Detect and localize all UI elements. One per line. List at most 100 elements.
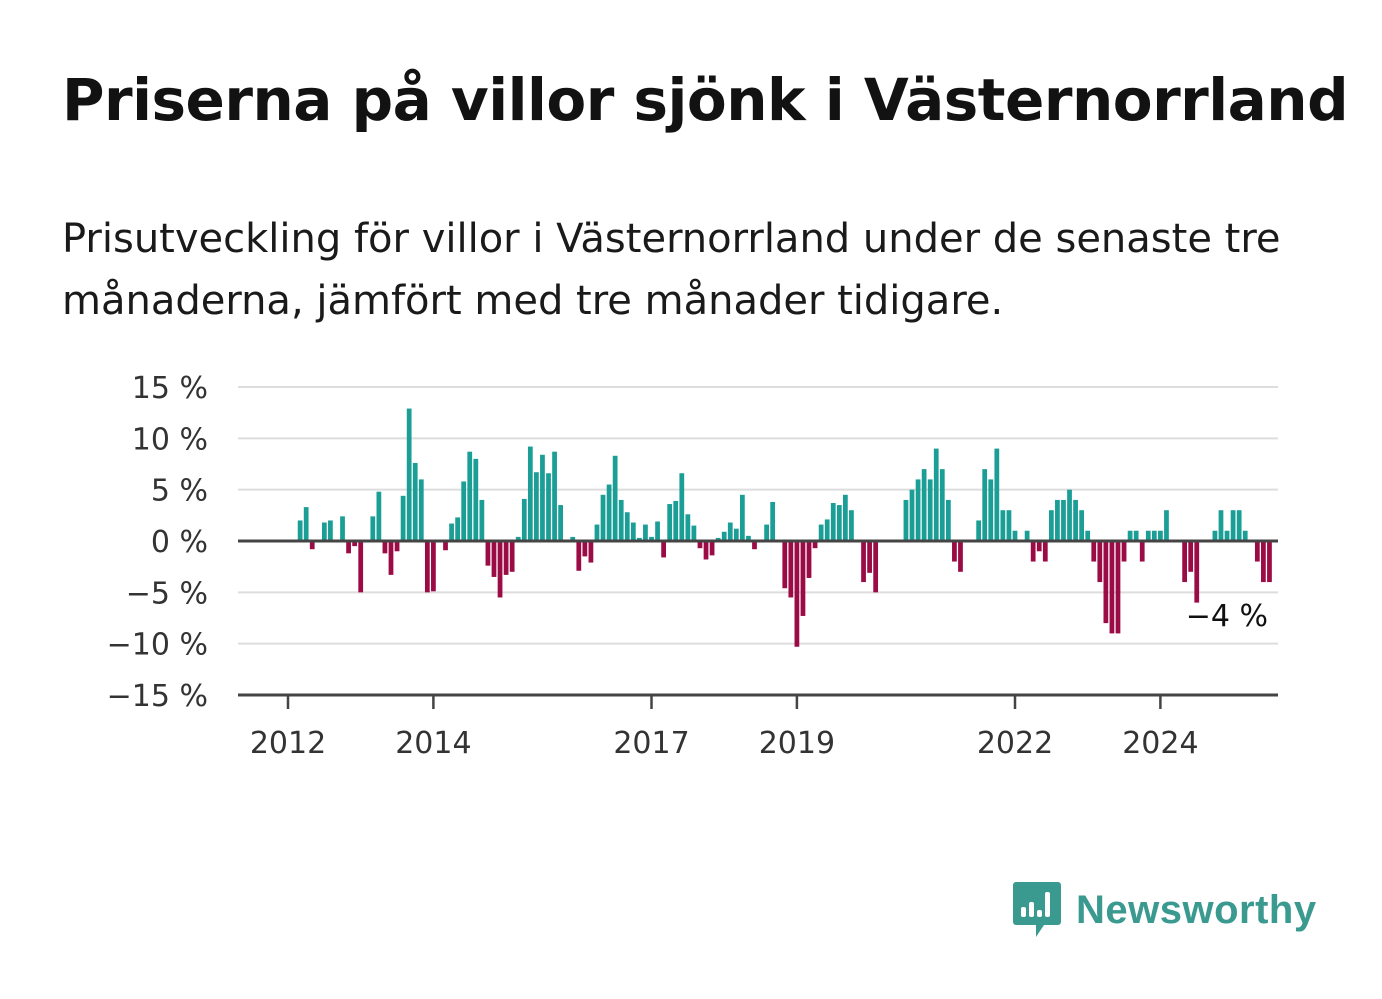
bar [721, 531, 727, 541]
bar [321, 522, 327, 541]
bar [649, 536, 654, 541]
x-tick-label: 2017 [613, 726, 689, 761]
chart-title: Priserna på villor sjönk i Västernorrlan… [62, 66, 1349, 134]
bar [606, 484, 612, 541]
bar [1151, 530, 1157, 541]
bar [685, 514, 691, 541]
y-tick-label: 0 % [151, 525, 208, 560]
bars [297, 408, 1272, 647]
bar [521, 498, 527, 541]
bar [709, 541, 715, 556]
bar [1127, 530, 1133, 541]
end-value-label: −4 % [1186, 599, 1268, 634]
x-tick-label: 2019 [759, 726, 835, 761]
bar [297, 520, 303, 541]
bar [1261, 541, 1266, 583]
bar [800, 541, 806, 616]
bar [1267, 541, 1272, 583]
bar [546, 473, 551, 541]
bar [703, 541, 709, 560]
bar [643, 524, 648, 541]
newsworthy-logo-icon [1013, 882, 1061, 937]
bar [600, 494, 606, 541]
bar [340, 516, 345, 541]
bar [945, 499, 951, 541]
bar [824, 519, 830, 541]
bar [370, 516, 376, 541]
bar [679, 473, 685, 541]
bar [382, 541, 388, 554]
bar [746, 535, 751, 541]
bar [1133, 530, 1139, 541]
bar [1000, 510, 1006, 541]
bar [328, 520, 333, 541]
bar [358, 541, 364, 593]
tick-labels: 15 % 10 % 5 % 0 % −5 % −10 % −15 % 2012 2014 2017… [107, 371, 1268, 761]
bar [715, 537, 721, 541]
bar [527, 446, 533, 541]
bar [503, 541, 509, 575]
bar [1109, 541, 1115, 634]
bar [939, 469, 945, 541]
bar [400, 495, 406, 541]
bar [576, 541, 582, 571]
bar [497, 541, 503, 598]
bar [903, 499, 909, 541]
bar [927, 479, 933, 541]
bar [1115, 541, 1121, 634]
bar [915, 479, 921, 541]
bar [1024, 530, 1030, 541]
bar [1061, 499, 1066, 541]
bar [1036, 541, 1042, 552]
bar [479, 499, 485, 541]
bar [303, 507, 309, 541]
bar [418, 479, 424, 541]
bar [782, 541, 788, 589]
bar [570, 536, 576, 541]
bar [697, 541, 703, 549]
bar [818, 524, 824, 541]
bar [1048, 510, 1054, 541]
bar [958, 541, 963, 572]
bar [952, 541, 957, 562]
bar [1158, 530, 1163, 541]
bar [1091, 541, 1097, 562]
bar [788, 541, 794, 598]
bar [752, 541, 757, 550]
bar [661, 541, 666, 558]
bar [509, 541, 515, 572]
bar [849, 510, 854, 541]
bar [842, 494, 848, 541]
x-tick-label: 2014 [395, 726, 471, 761]
bar [424, 541, 430, 593]
bar [431, 541, 436, 592]
bar [739, 494, 745, 541]
bar [994, 448, 1000, 541]
bar [594, 524, 600, 541]
bar [1182, 541, 1188, 583]
bar [449, 523, 454, 541]
bar [582, 541, 588, 557]
bar [1055, 499, 1060, 541]
bar [1085, 530, 1091, 541]
bar [461, 481, 467, 541]
bar [861, 541, 866, 583]
y-tick-label: 5 % [151, 474, 208, 509]
bar [1121, 541, 1127, 562]
bar [909, 489, 915, 541]
bar [982, 469, 988, 541]
bar [1139, 541, 1145, 562]
bar [806, 541, 812, 578]
bar [612, 455, 618, 541]
bar [794, 541, 800, 647]
bar [988, 479, 994, 541]
bar [727, 522, 733, 541]
bar [412, 462, 418, 541]
bar [455, 517, 461, 541]
axes [238, 539, 1278, 709]
bar [1164, 510, 1169, 541]
bar [485, 541, 491, 566]
bar [1230, 510, 1236, 541]
bar [691, 525, 697, 541]
x-tick-label: 2024 [1122, 726, 1198, 761]
